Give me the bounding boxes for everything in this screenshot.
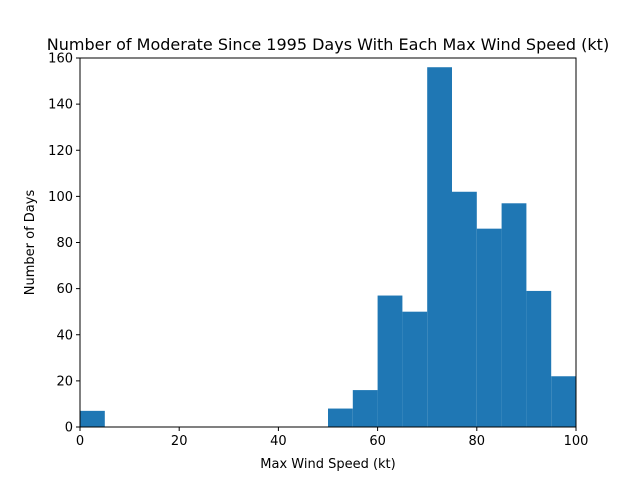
- histogram-bar-75-80: [452, 191, 477, 427]
- y-tick-label: 20: [56, 374, 73, 389]
- histogram-bar-85-90: [501, 203, 527, 427]
- y-tick-label: 60: [56, 282, 73, 297]
- y-tick-label: 100: [48, 190, 73, 205]
- histogram-bar-70-75: [427, 67, 452, 427]
- x-axis-label: Max Wind Speed (kt): [260, 457, 395, 472]
- plot-frame: [79, 57, 577, 428]
- bars: [80, 67, 576, 427]
- histogram-bar-65-70: [402, 311, 428, 427]
- histogram-bar-0-5: [80, 410, 105, 427]
- chart-title: Number of Moderate Since 1995 Days With …: [47, 35, 609, 54]
- y-tick-label: 40: [56, 328, 73, 343]
- y-axis-ticks: 0 20 40 60 80 100 120 140 160: [48, 52, 80, 436]
- y-tick-label: 80: [56, 236, 73, 251]
- y-tick-label: 160: [48, 52, 73, 67]
- x-axis-ticks: 0 20 40 60 80 100: [76, 427, 589, 449]
- x-tick-label: 40: [270, 434, 287, 449]
- histogram-bar-80-85: [476, 228, 502, 427]
- y-tick-label: 120: [48, 144, 73, 159]
- histogram-bar-95-100: [551, 376, 576, 427]
- y-tick-label: 140: [48, 98, 73, 113]
- histogram-bar-60-65: [377, 295, 403, 427]
- histogram-bar-55-60: [352, 390, 378, 427]
- histogram-bar-90-95: [526, 290, 552, 427]
- x-tick-label: 0: [76, 434, 84, 449]
- histogram-bar-50-55: [328, 408, 353, 427]
- y-axis-label: Number of Days: [23, 190, 38, 296]
- x-tick-label: 20: [171, 434, 188, 449]
- x-tick-label: 100: [564, 434, 589, 449]
- x-tick-label: 80: [469, 434, 486, 449]
- x-tick-label: 60: [369, 434, 386, 449]
- y-tick-label: 0: [65, 421, 73, 436]
